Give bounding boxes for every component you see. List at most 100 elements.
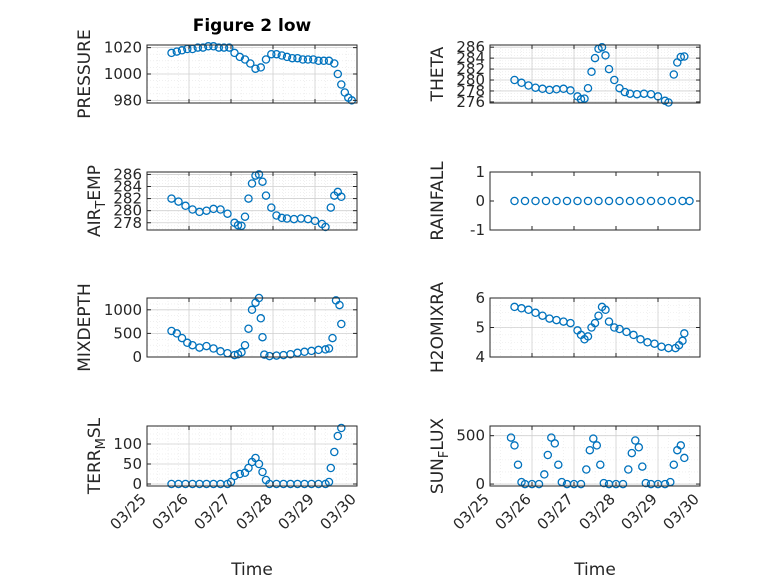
- x-tick-label: 03/28: [576, 490, 619, 533]
- y-tick-label: 1000: [104, 65, 142, 83]
- data-point: [240, 212, 250, 221]
- data-point: [627, 448, 637, 458]
- data-point: [680, 329, 689, 338]
- data-point: [538, 311, 547, 320]
- y-axis-label: MIXDEPTH: [75, 283, 95, 372]
- data-point: [330, 59, 339, 68]
- y-tick-label: 0: [475, 192, 485, 210]
- data-point: [174, 197, 183, 206]
- data-point: [676, 52, 686, 62]
- data-point: [267, 203, 276, 212]
- x-tick-label: 03/27: [534, 490, 577, 533]
- data-point: [524, 305, 533, 315]
- data-point: [631, 436, 640, 445]
- data-point: [181, 201, 190, 211]
- data-point: [604, 64, 614, 74]
- data-point: [541, 196, 551, 206]
- y-tick-label: 1020: [104, 39, 142, 57]
- data-point: [223, 209, 232, 218]
- subplot-rainfall: -1 0 1 RAINFALL: [428, 161, 701, 241]
- y-tick-label: 286: [456, 38, 485, 56]
- y-tick-label: 0: [132, 475, 142, 493]
- data-point: [667, 196, 677, 206]
- data-point: [167, 326, 176, 336]
- data-point: [620, 87, 630, 97]
- data-point: [562, 196, 572, 206]
- data-point: [204, 42, 213, 51]
- x-tick-label: 03/29: [275, 490, 318, 533]
- data-point: [314, 56, 323, 66]
- data-point: [638, 462, 647, 471]
- x-tick-label: 03/27: [191, 490, 234, 533]
- data-point: [326, 203, 336, 212]
- data-point: [566, 318, 575, 328]
- data-point: [330, 447, 339, 457]
- y-axis-label: AIRTEMP: [85, 165, 109, 237]
- data-point: [230, 471, 239, 481]
- data-point: [261, 55, 271, 64]
- data-point: [193, 43, 203, 52]
- data-point: [573, 196, 582, 206]
- y-axis-label: THETA: [428, 46, 448, 102]
- data-point: [326, 463, 336, 473]
- data-point: [517, 78, 526, 88]
- y-axis-label: TERRMSL: [85, 417, 109, 495]
- data-point: [634, 443, 644, 452]
- data-point: [177, 333, 187, 343]
- y-axis-label: PRESSURE: [75, 29, 95, 118]
- y-tick-label: 0: [132, 348, 142, 366]
- y-tick-label: 980: [113, 91, 142, 109]
- data-point: [583, 332, 593, 341]
- data-point: [337, 80, 346, 89]
- data-point: [610, 323, 619, 332]
- data-point: [261, 191, 271, 200]
- subplot-terr-msl: 0 50 100TERRMSL03/2503/2603/2703/2803/2903…: [85, 417, 360, 533]
- data-point: [247, 179, 257, 188]
- data-point: [319, 56, 329, 66]
- subplot-sun-flux: 0 500SUNFLUX03/2503/2603/2703/2803/2903/3…: [428, 418, 703, 534]
- data-point: [615, 324, 624, 334]
- y-tick-label: 100: [113, 435, 142, 453]
- data-point: [615, 83, 624, 93]
- data-point: [333, 431, 343, 441]
- data-point: [604, 317, 614, 326]
- x-tick-label: 03/25: [107, 490, 150, 533]
- data-point: [550, 439, 560, 448]
- data-point: [676, 441, 686, 450]
- data-point: [636, 196, 645, 206]
- data-point: [244, 324, 253, 333]
- x-axis-label-left: Time: [230, 560, 273, 580]
- x-tick-label: 03/25: [450, 490, 493, 533]
- data-point: [552, 196, 561, 206]
- data-point: [625, 196, 635, 206]
- data-point: [209, 344, 218, 353]
- data-point: [258, 177, 267, 186]
- axes-box: [146, 171, 358, 231]
- data-point: [580, 94, 589, 103]
- data-point: [225, 43, 234, 52]
- data-point: [277, 51, 287, 60]
- figure-title: Figure 2 low: [193, 16, 312, 36]
- data-point: [258, 467, 267, 477]
- data-point: [337, 319, 346, 329]
- y-tick-label: 280: [113, 202, 142, 220]
- data-point: [669, 70, 679, 79]
- data-point: [321, 222, 330, 232]
- y-tick-label: 6: [475, 289, 485, 307]
- data-point: [594, 311, 603, 320]
- data-point: [669, 460, 679, 469]
- data-point: [531, 196, 540, 206]
- data-point: [590, 53, 600, 63]
- data-point: [596, 460, 605, 469]
- data-point: [624, 465, 633, 474]
- data-point: [240, 340, 250, 350]
- data-point: [237, 221, 246, 231]
- data-point: [604, 196, 614, 206]
- y-tick-label: 0: [475, 475, 485, 493]
- axes-box: [489, 425, 701, 487]
- data-point: [585, 445, 595, 455]
- data-point: [260, 350, 269, 359]
- data-point: [167, 48, 176, 58]
